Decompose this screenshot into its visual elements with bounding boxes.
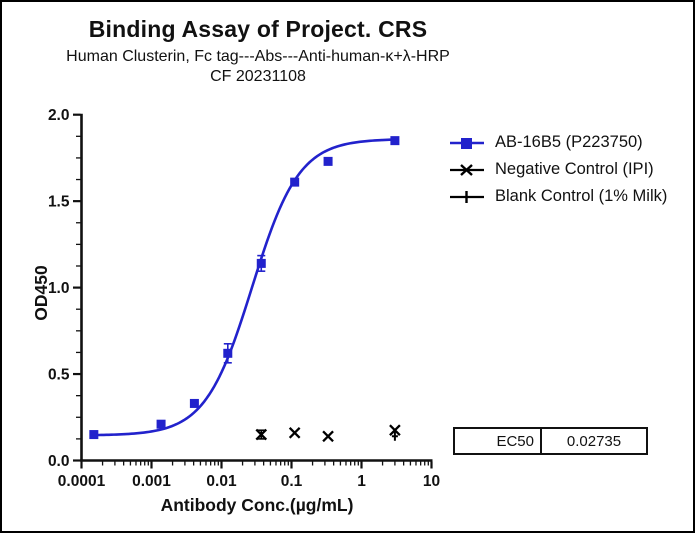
data-point-square bbox=[323, 156, 333, 166]
data-point-plus bbox=[391, 431, 398, 441]
data-point-square bbox=[290, 177, 300, 187]
fit-curve bbox=[93, 138, 395, 437]
x-tick-label: 0.1 bbox=[281, 473, 303, 490]
y-axis-title: OD450 bbox=[31, 265, 51, 321]
data-point-square bbox=[189, 398, 199, 408]
data-point-square bbox=[256, 258, 266, 268]
legend-item-ab16b5: AB-16B5 (P223750) bbox=[449, 129, 667, 156]
y-tick-label: 0.5 bbox=[48, 367, 70, 384]
x-tick-label: 10 bbox=[423, 473, 440, 490]
plus-marker-icon bbox=[450, 190, 484, 203]
chart-title: Binding Assay of Project. CRS bbox=[88, 16, 428, 42]
y-tick-label: 2.0 bbox=[48, 107, 70, 124]
data-point-square bbox=[156, 419, 166, 429]
y-tick-label: 1.5 bbox=[48, 194, 70, 211]
legend-item-negative-control: Negative Control (IPI) bbox=[449, 156, 667, 183]
x-tick-label: 1 bbox=[357, 473, 366, 490]
legend-item-blank-control: Blank Control (1% Milk) bbox=[449, 183, 667, 210]
ec50-table: EC50 0.02735 bbox=[453, 427, 648, 455]
data-point-x bbox=[322, 430, 334, 443]
y-tick-label: 1.0 bbox=[48, 280, 70, 297]
data-point-x bbox=[255, 428, 268, 441]
data-point-x bbox=[389, 424, 401, 437]
x-tick-label: 0.001 bbox=[132, 473, 171, 490]
x-tick-label: 0.01 bbox=[206, 473, 237, 490]
data-point-square bbox=[223, 348, 233, 358]
y-tick-label: 0.0 bbox=[48, 453, 70, 470]
legend-label: Negative Control (IPI) bbox=[495, 160, 654, 178]
data-point-square bbox=[89, 430, 99, 440]
ec50-value-cell: 0.02735 bbox=[566, 432, 622, 450]
legend-label: AB-16B5 (P223750) bbox=[495, 133, 643, 151]
chart-dateline: CF 20231108 bbox=[210, 68, 306, 85]
legend: AB-16B5 (P223750) Negative Control (IPI)… bbox=[449, 129, 667, 210]
chart-header: Binding Assay of Project. CRS Human Clus… bbox=[2, 16, 514, 86]
data-point-square bbox=[390, 136, 400, 146]
x-axis-title: Antibody Conc.(µg/mL) bbox=[160, 495, 354, 515]
x-tick-label: 0.0001 bbox=[58, 473, 106, 490]
square-marker-icon bbox=[450, 137, 484, 149]
ec50-label-cell: EC50 bbox=[455, 429, 542, 453]
x-marker-icon bbox=[450, 163, 484, 176]
legend-label: Blank Control (1% Milk) bbox=[495, 187, 668, 205]
chart-subtitle: Human Clusterin, Fc tag---Abs---Anti-hum… bbox=[66, 48, 450, 65]
data-point-x bbox=[288, 427, 301, 439]
